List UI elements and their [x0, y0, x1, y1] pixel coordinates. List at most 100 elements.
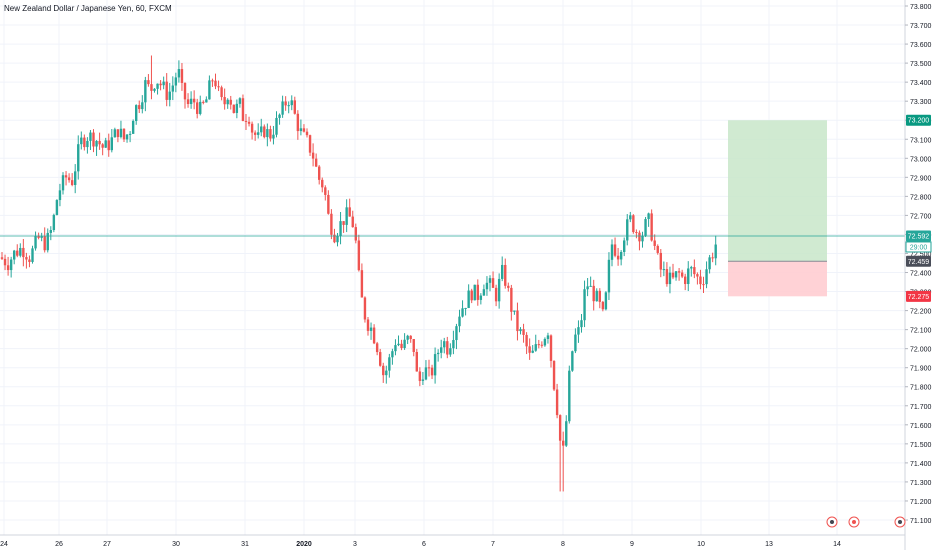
candle-body [629, 215, 632, 220]
candle-body [19, 247, 22, 256]
candle-body [543, 338, 547, 346]
candle-body [211, 80, 214, 82]
candle-body [382, 365, 385, 376]
time-tick-label: 8 [561, 541, 565, 548]
candle-body [504, 264, 507, 286]
candle-body [369, 327, 373, 331]
candle-body [308, 135, 312, 153]
price-axis[interactable]: 73.800 73.700 73.600 73.500 73.400 73.300 73.2… [904, 0, 932, 550]
candle-body [67, 177, 71, 181]
candle-body [357, 240, 361, 271]
time-tick-label: 10 [697, 541, 705, 548]
candle-body [375, 343, 379, 353]
candle-body [702, 284, 705, 286]
candle-body [125, 134, 129, 140]
price-tick-label: 73.300 [910, 99, 932, 106]
candle-body [412, 339, 415, 352]
candle-body [665, 269, 669, 285]
price-tick-label: 73.400 [910, 80, 932, 87]
candle-body [16, 250, 19, 256]
candle-body [501, 264, 504, 279]
candle-body [680, 272, 684, 277]
time-axis[interactable]: 24 26 27 30 31 2020 3 6 7 8 9 10 13 14 [0, 534, 905, 548]
loss-zone[interactable] [728, 261, 827, 297]
candle-body [363, 297, 367, 320]
candle-body [546, 335, 550, 339]
candle-body [595, 290, 598, 302]
candle-body [671, 272, 675, 278]
candle-body [302, 128, 306, 132]
candle-body [287, 105, 290, 107]
price-tick-label: 73.800 [910, 4, 932, 11]
candle-body [70, 180, 74, 186]
candle-body [668, 272, 672, 285]
candle-body [348, 207, 351, 217]
candle-body [3, 258, 7, 266]
candle-body [638, 232, 641, 242]
candle-body [199, 101, 202, 114]
candle-body [577, 327, 580, 335]
candle-body [522, 329, 525, 335]
time-tick-label: 9 [630, 541, 634, 548]
price-axis-bg [905, 0, 932, 550]
candle-body [327, 194, 330, 214]
candle-body [470, 290, 473, 301]
candle-body [266, 129, 269, 138]
candle-body [250, 123, 254, 133]
candle-body [610, 244, 614, 260]
time-tick-label: 13 [765, 541, 773, 548]
candle-body [223, 97, 226, 105]
candle-body [244, 120, 248, 122]
candle-body [113, 129, 117, 138]
candle-body [372, 327, 376, 344]
candle-body [549, 335, 553, 361]
candle-body [168, 91, 171, 100]
candle-body [440, 347, 443, 353]
candle-body [296, 113, 300, 132]
candle-body [528, 346, 531, 353]
entry-price-badge: 72.459 [908, 259, 930, 266]
candle-body [446, 341, 449, 355]
candle-body [321, 179, 324, 188]
candle-body [6, 265, 10, 271]
candle-body [272, 134, 275, 139]
candle-body [229, 99, 232, 105]
candle-body [74, 171, 77, 186]
candle-body [95, 140, 98, 147]
candle-body [690, 267, 693, 269]
candle-body [677, 271, 681, 273]
candle-body [122, 128, 126, 140]
candle-body [86, 140, 89, 148]
candle-body [565, 421, 568, 446]
candle-body [284, 101, 287, 106]
candle-body [324, 187, 327, 195]
position-zones[interactable] [728, 120, 827, 297]
candle-body [9, 259, 13, 271]
price-tick-label: 73.700 [910, 23, 932, 30]
candle-body [135, 105, 138, 121]
price-tick-label: 72.100 [910, 328, 932, 335]
profit-zone[interactable] [728, 120, 827, 262]
candle-body [488, 278, 492, 283]
candle-body [491, 278, 495, 288]
candle-body [281, 101, 284, 115]
candle-body [452, 340, 455, 349]
candle-body [196, 102, 199, 114]
candle-body [400, 343, 403, 349]
candle-body [507, 285, 510, 288]
price-tick-label: 72.200 [910, 309, 932, 316]
candle-body [662, 269, 666, 271]
candle-body [144, 80, 147, 103]
candle-body [598, 290, 601, 302]
candle-body [43, 236, 46, 251]
price-tick-label: 73.500 [910, 61, 932, 68]
candle-body [427, 367, 431, 369]
candle-body [269, 129, 272, 139]
candle-body [537, 344, 540, 346]
candle-body [119, 128, 123, 138]
candle-body [40, 236, 43, 238]
candle-body [141, 102, 144, 110]
candle-body [293, 100, 296, 114]
event-markers[interactable] [826, 516, 906, 528]
